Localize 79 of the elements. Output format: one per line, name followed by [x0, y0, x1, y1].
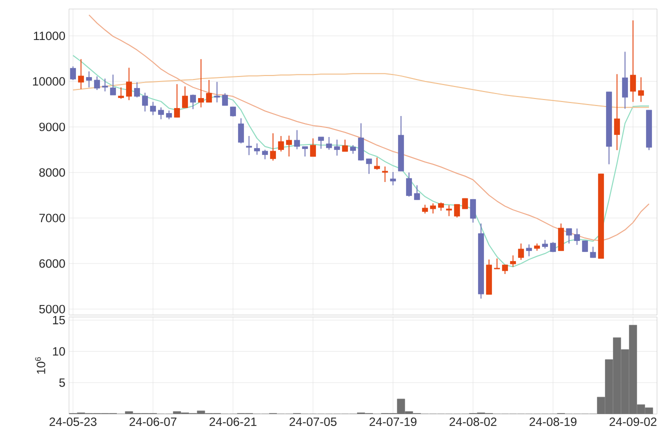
y-tick-label: 5: [59, 378, 65, 387]
candlestick: [158, 106, 164, 120]
x-tick-label: 24-06-07: [130, 418, 176, 426]
y-axis-title: 10$^{6}$: [35, 357, 46, 374]
candlestick: [238, 118, 244, 144]
candlestick: [230, 106, 236, 117]
candlestick: [558, 223, 564, 252]
candlestick: [638, 76, 644, 102]
candlestick: [134, 82, 140, 98]
candlestick: [190, 94, 196, 110]
candlestick: [294, 130, 300, 150]
candlestick: [326, 136, 332, 150]
y-tick-label: 9000: [39, 122, 65, 132]
candlestick: [318, 136, 324, 150]
candlestick: [446, 204, 452, 217]
candlestick: [214, 81, 220, 103]
candlestick: [342, 139, 348, 152]
candlestick: [174, 84, 180, 118]
x-tick-label: 24-08-19: [530, 418, 576, 426]
candlestick: [374, 156, 380, 170]
candlestick: [566, 228, 572, 244]
candlestick: [150, 101, 156, 116]
candlestick: [206, 80, 212, 103]
candlestick: [430, 202, 436, 214]
y-tick-label: 7000: [39, 214, 65, 222]
candlestick: [494, 258, 500, 270]
candlestick: [70, 66, 76, 80]
candlestick: [614, 74, 620, 151]
candlestick: [118, 86, 124, 100]
candlestick: [126, 67, 132, 101]
candlestick: [86, 70, 92, 88]
candlestick: [278, 136, 284, 152]
x-tick-label: 24-08-02: [450, 418, 496, 426]
candlestick: [622, 51, 628, 110]
candlestick: [390, 172, 396, 186]
candlestick: [470, 198, 476, 224]
candlestick: [110, 74, 116, 96]
candlestick: [462, 198, 468, 210]
candlestick: [198, 58, 204, 108]
candlestick: [310, 138, 316, 157]
y-tick-label: 6000: [39, 259, 65, 268]
candlestick: [630, 20, 636, 102]
candlestick: [358, 122, 364, 162]
candlestick: [142, 92, 148, 112]
y-tick-label: 11000: [34, 32, 65, 40]
candlestick: [574, 228, 580, 246]
candlestick: [518, 243, 524, 260]
candlestick: [286, 135, 292, 157]
candlestick: [102, 78, 108, 92]
y-tick-label: 15: [53, 316, 65, 324]
candlestick: [414, 184, 420, 200]
candlestick: [78, 58, 84, 90]
y-tick-label: 10: [53, 347, 66, 356]
y-tick-label: 5000: [39, 304, 65, 314]
x-tick-label: 24-07-05: [290, 418, 337, 426]
candlestick: [502, 264, 508, 274]
candlestick: [302, 146, 308, 157]
y-tick-label: 8000: [39, 168, 65, 177]
x-tick-label: 24-07-19: [370, 418, 416, 426]
candlestick: [262, 149, 268, 160]
candlestick: [334, 139, 340, 156]
candlestick: [366, 158, 372, 174]
candlestick: [406, 172, 412, 198]
candlestick: [382, 166, 388, 182]
candlestick: [582, 240, 588, 252]
x-tick-label: 24-05-23: [50, 418, 96, 426]
candlestick: [454, 204, 460, 218]
candlestick: [246, 136, 252, 156]
candlestick: [270, 132, 276, 162]
candlestick: [510, 254, 516, 268]
candlestick: [94, 76, 100, 90]
y-tick-label: 10000: [33, 77, 65, 86]
candlestick: [526, 244, 532, 257]
candlestick: [182, 86, 188, 108]
x-tick-label: 24-09-02: [610, 418, 656, 426]
candlestick: [254, 142, 260, 156]
x-tick-label: 24-06-21: [210, 418, 256, 426]
candlestick: [590, 246, 596, 258]
candlestick: [222, 92, 228, 106]
